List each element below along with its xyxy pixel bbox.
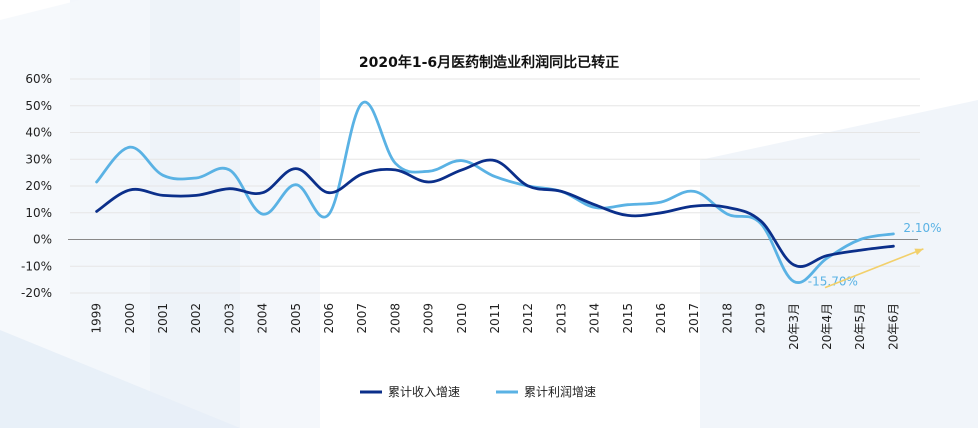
x-tick-label: 2011 <box>488 303 502 334</box>
y-axis-ticks: -20% -10% 0% 10% 20% 30% 40% 50% 60% <box>21 72 52 300</box>
series-profit-growth-line <box>95 100 895 284</box>
x-tick-label: 2019 <box>754 303 768 334</box>
trend-arrow <box>824 248 924 289</box>
x-tick-label: 2010 <box>455 303 469 334</box>
x-tick-label: 2001 <box>156 303 170 334</box>
y-tick-label: -10% <box>21 259 52 273</box>
x-tick-label: 2007 <box>355 303 369 334</box>
x-tick-label: 20年5月 <box>853 303 867 350</box>
x-tick-label: 2013 <box>554 303 568 334</box>
x-tick-label: 2014 <box>588 303 602 334</box>
x-axis-ticks: 1999 2000 2001 2002 2003 2004 2005 2006 2007 2008… <box>90 303 901 350</box>
x-tick-label: 2009 <box>422 303 436 334</box>
y-tick-label: 50% <box>25 99 52 113</box>
series-lines <box>95 100 895 284</box>
x-tick-label: 1999 <box>90 303 104 334</box>
x-tick-label: 20年4月 <box>820 303 834 350</box>
x-tick-label: 2003 <box>222 303 236 334</box>
gridlines <box>70 78 920 294</box>
annotations: -15.70% 2.10% <box>808 221 942 289</box>
x-tick-label: 2015 <box>621 303 635 334</box>
trend-arrow-head <box>914 248 924 256</box>
legend-item-revenue: 累计收入增速 <box>360 385 460 399</box>
x-tick-label: 20年3月 <box>787 303 801 350</box>
x-tick-label: 2004 <box>256 303 270 334</box>
x-tick-label: 2002 <box>189 303 203 334</box>
legend: 累计收入增速 累计利润增速 <box>360 385 596 399</box>
x-tick-label: 2005 <box>289 303 303 334</box>
x-tick-label: 20年6月 <box>886 303 900 350</box>
y-tick-label: 20% <box>25 179 52 193</box>
data-label: 2.10% <box>903 221 941 235</box>
x-tick-label: 2006 <box>322 303 336 334</box>
x-tick-label: 2000 <box>123 303 137 334</box>
y-tick-label: 40% <box>25 126 52 140</box>
legend-label: 累计收入增速 <box>388 385 460 399</box>
series-revenue-growth-line <box>95 158 895 268</box>
chart-title: 2020年1-6月医药制造业利润同比已转正 <box>359 54 619 71</box>
y-tick-label: 30% <box>25 152 52 166</box>
y-tick-label: 60% <box>25 72 52 86</box>
x-tick-label: 2012 <box>521 303 535 334</box>
legend-item-profit: 累计利润增速 <box>496 385 596 399</box>
x-tick-label: 2008 <box>388 303 402 334</box>
x-tick-label: 2016 <box>654 303 668 334</box>
legend-label: 累计利润增速 <box>524 385 596 399</box>
y-tick-label: 0% <box>33 233 52 247</box>
y-tick-label: -20% <box>21 286 52 300</box>
y-tick-label: 10% <box>25 206 52 220</box>
x-tick-label: 2018 <box>720 303 734 334</box>
x-tick-label: 2017 <box>687 303 701 334</box>
data-label: -15.70% <box>808 274 858 288</box>
